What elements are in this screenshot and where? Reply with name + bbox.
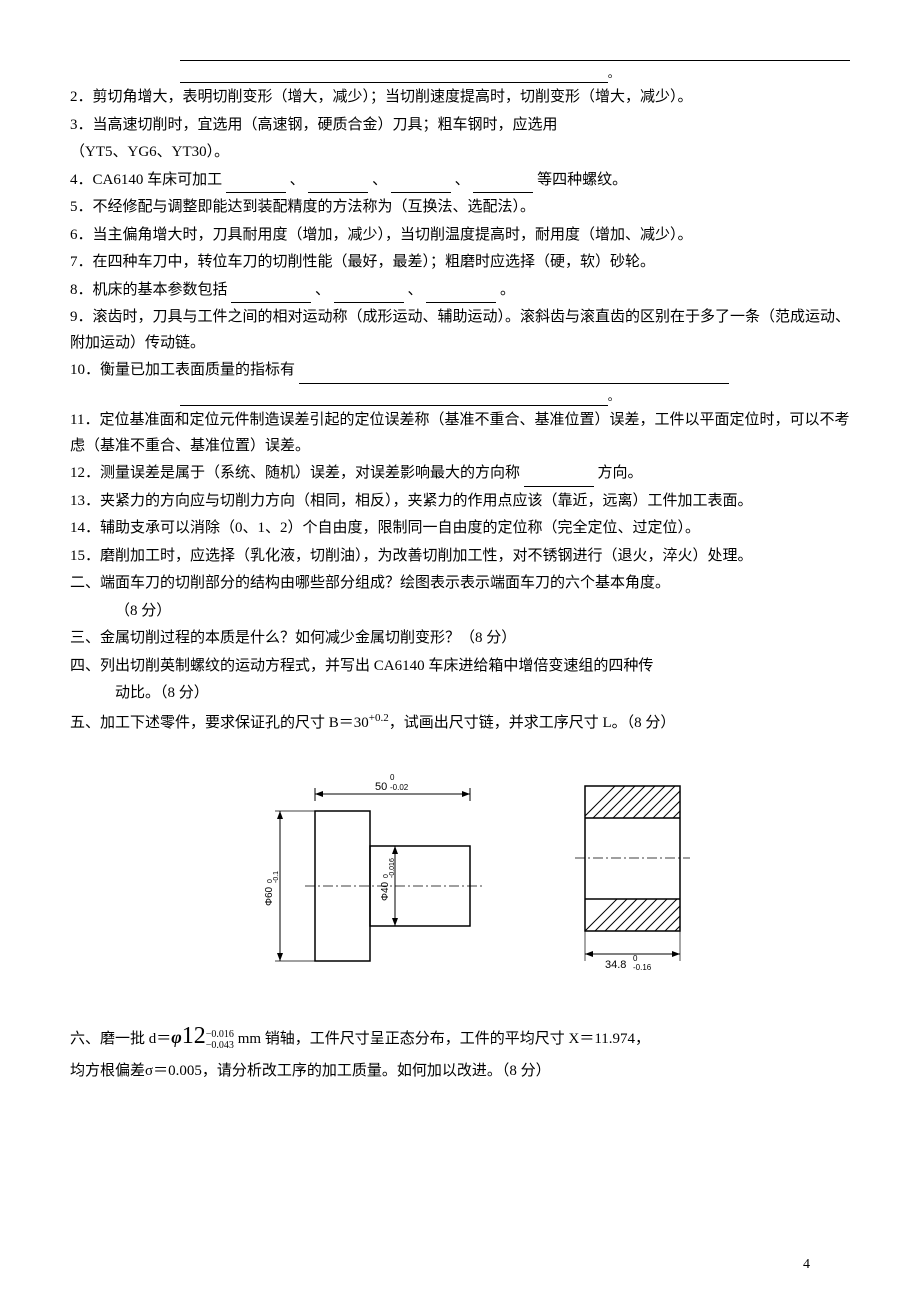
svg-text:34.8: 34.8 bbox=[605, 959, 626, 971]
question-10: 10．衡量已加工表面质量的指标有 bbox=[70, 358, 850, 384]
q4-sep1: 、 bbox=[290, 172, 305, 188]
svg-text:-0.16: -0.16 bbox=[633, 963, 652, 972]
question-13: 13．夹紧力的方向应与切削力方向（相同，相反），夹紧力的作用点应该（靠近，远离）… bbox=[70, 489, 850, 515]
sec5-sup: +0.2 bbox=[369, 712, 389, 724]
right-diagram: 34.8 0 -0.16 bbox=[560, 766, 710, 976]
svg-text:-0.016: -0.016 bbox=[389, 858, 396, 878]
question-12: 12．测量误差是属于（系统、随机）误差，对误差影响最大的方向称 方向。 bbox=[70, 461, 850, 487]
question-2: 2．剪切角增大，表明切削变形（增大，减少）；当切削速度提高时，切削变形（增大，减… bbox=[70, 85, 850, 111]
q8-end: 。 bbox=[500, 282, 515, 298]
section-4b: 动比。（8 分） bbox=[70, 681, 850, 707]
sec6-num: 12 bbox=[182, 1023, 206, 1049]
question-4: 4．CA6140 车床可加工 、 、 、 等四种螺纹。 bbox=[70, 168, 850, 194]
question-8: 8．机床的基本参数包括 、 、 。 bbox=[70, 278, 850, 304]
svg-text:-0.1: -0.1 bbox=[273, 871, 280, 883]
svg-text:0: 0 bbox=[633, 954, 638, 963]
question-15: 15．磨削加工时，应选择（乳化液，切削油），为改善切削加工性，对不锈钢进行（退火… bbox=[70, 544, 850, 570]
svg-text:Φ60: Φ60 bbox=[264, 887, 275, 907]
sec5-pre: 五、加工下述零件，要求保证孔的尺寸 B＝30 bbox=[70, 715, 369, 731]
question-5: 5．不经修配与调整即能达到装配精度的方法称为（互换法、选配法）。 bbox=[70, 195, 850, 221]
q12-end: 方向。 bbox=[598, 465, 643, 481]
phi-symbol: φ bbox=[171, 1027, 182, 1047]
section-6: 六、磨一批 d＝φ12−0.016−0.043 mm 销轴，工件尺寸呈正态分布，… bbox=[70, 1016, 850, 1057]
page-number: 4 bbox=[803, 1253, 810, 1277]
section-5: 五、加工下述零件，要求保证孔的尺寸 B＝30+0.2，试画出尺寸链，并求工序尺寸… bbox=[70, 709, 850, 737]
sec5-post: ，试画出尺寸链，并求工序尺寸 L。（8 分） bbox=[389, 715, 676, 731]
q4-sep2: 、 bbox=[372, 172, 387, 188]
question-6: 6．当主偏角增大时，刀具耐用度（增加，减少），当切削温度提高时，耐用度（增加、减… bbox=[70, 223, 850, 249]
q1-end: 。 bbox=[608, 63, 620, 83]
question-11: 11．定位基准面和定位元件制造误差引起的定位误差称（基准不重合、基准位置）误差，… bbox=[70, 408, 850, 459]
q10-blank-row: 。 bbox=[70, 386, 850, 406]
q1-blank-row-1 bbox=[70, 60, 850, 61]
dim-50-text: 50 bbox=[375, 781, 387, 793]
left-diagram: 50 0 -0.02 Φ60 0 -0.1 Φ40 0 -0.016 bbox=[210, 766, 500, 976]
svg-text:Φ40: Φ40 bbox=[380, 882, 391, 902]
sec6-pre: 六、磨一批 d＝ bbox=[70, 1031, 171, 1047]
svg-text:0: 0 bbox=[390, 773, 395, 782]
q8-sep1: 、 bbox=[315, 282, 330, 298]
q4-sep3: 、 bbox=[455, 172, 470, 188]
q10-pre: 10．衡量已加工表面质量的指标有 bbox=[70, 362, 295, 378]
q1-blank-row-2: 。 bbox=[70, 63, 850, 83]
section-3: 三、金属切削过程的本质是什么？如何减少金属切削变形？（8 分） bbox=[70, 626, 850, 652]
q10-end: 。 bbox=[608, 386, 620, 406]
diagram-container: 50 0 -0.02 Φ60 0 -0.1 Φ40 0 -0.016 bbox=[70, 766, 850, 976]
section-2-points: （8 分） bbox=[70, 599, 850, 625]
question-9: 9．滚齿时，刀具与工件之间的相对运动称（成形运动、辅助运动）。滚斜齿与滚直齿的区… bbox=[70, 305, 850, 356]
section-4a: 四、列出切削英制螺纹的运动方程式，并写出 CA6140 车床进给箱中增倍变速组的… bbox=[70, 654, 850, 680]
section-6b: 均方根偏差σ＝0.005，请分析改工序的加工质量。如何加以改进。（8 分） bbox=[70, 1059, 850, 1085]
q12-pre: 12．测量误差是属于（系统、随机）误差，对误差影响最大的方向称 bbox=[70, 465, 520, 481]
q8-sep2: 、 bbox=[408, 282, 423, 298]
question-3a: 3．当高速切削时，宜选用（高速钢，硬质合金）刀具；粗车钢时，应选用 bbox=[70, 113, 850, 139]
section-2: 二、端面车刀的切削部分的结构由哪些部分组成？绘图表示表示端面车刀的六个基本角度。 bbox=[70, 571, 850, 597]
q4-end: 等四种螺纹。 bbox=[537, 172, 627, 188]
q4-pre: 4．CA6140 车床可加工 bbox=[70, 172, 222, 188]
question-7: 7．在四种车刀中，转位车刀的切削性能（最好，最差）；粗磨时应选择（硬，软）砂轮。 bbox=[70, 250, 850, 276]
q8-pre: 8．机床的基本参数包括 bbox=[70, 282, 228, 298]
question-14: 14．辅助支承可以消除（0、1、2）个自由度，限制同一自由度的定位称（完全定位、… bbox=[70, 516, 850, 542]
svg-text:-0.02: -0.02 bbox=[390, 783, 409, 792]
sec6-post: mm 销轴，工件尺寸呈正态分布，工件的平均尺寸 X＝11.974， bbox=[234, 1031, 650, 1047]
question-3b: （YT5、YG6、YT30）。 bbox=[70, 140, 850, 166]
sec6-tolerance: −0.016−0.043 bbox=[206, 1029, 234, 1051]
